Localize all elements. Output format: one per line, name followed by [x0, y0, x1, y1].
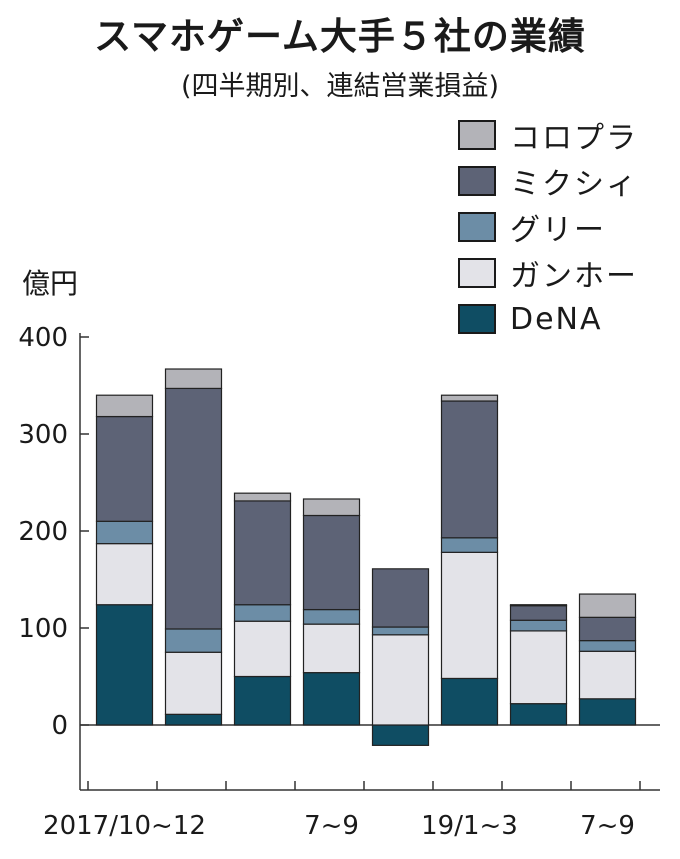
bar-segment-gungho	[371, 634, 430, 726]
legend-swatch-gungho	[458, 258, 496, 288]
bar-segment-colopl	[164, 368, 223, 390]
bar-segment-gungho	[509, 630, 568, 705]
bar-segment-gree	[233, 604, 292, 622]
bar-segment-colopl	[509, 604, 568, 607]
bar-segment-mixi	[509, 605, 568, 621]
bar-segment-gree	[164, 628, 223, 653]
x-tick-label: 19/1~3	[421, 811, 518, 841]
y-tick-label: 0	[51, 711, 68, 741]
bar-segment-gungho	[578, 650, 637, 700]
legend-item-mixi: ミクシィ	[458, 158, 638, 204]
legend-swatch-mixi	[458, 166, 496, 196]
legend-label-colopl: コロプラ	[510, 121, 638, 156]
legend-item-gungho: ガンホー	[458, 250, 638, 296]
bar-segment-mixi	[440, 400, 499, 539]
bar-segment-mixi	[371, 568, 430, 628]
bar-segment-colopl	[302, 498, 361, 517]
legend: コロプラ ミクシィ グリー ガンホー DeNA	[458, 112, 638, 342]
bar-segment-dena	[440, 677, 499, 726]
legend-label-mixi: ミクシィ	[510, 167, 638, 202]
legend-label-dena: DeNA	[510, 301, 603, 337]
bar-segment-gree	[371, 626, 430, 636]
y-tick-label: 100	[18, 614, 68, 644]
bar-segment-gree	[509, 619, 568, 632]
legend-item-dena: DeNA	[458, 296, 638, 342]
x-tick-label: 7~9	[304, 811, 359, 841]
bar-segment-mixi	[302, 514, 361, 611]
chart-title: スマホゲーム大手５社の業績	[94, 15, 586, 58]
legend-item-gree: グリー	[458, 204, 638, 250]
bar-segment-gungho	[233, 620, 292, 678]
bar-segment-gree	[302, 608, 361, 625]
x-tick-label: 7~9	[580, 811, 635, 841]
bar-segment-gungho	[164, 651, 223, 715]
bar-segment-mixi	[164, 387, 223, 630]
bar-segment-colopl	[233, 492, 292, 502]
bar-segment-dena	[371, 724, 430, 746]
y-axis-unit-label: 億円	[22, 267, 79, 300]
bar-segment-gungho	[302, 623, 361, 674]
bar-segment-colopl	[578, 593, 637, 618]
bar-segment-gungho	[95, 543, 154, 606]
bar-segment-dena	[233, 675, 292, 726]
bar-segment-gungho	[440, 551, 499, 680]
bar-segment-gree	[578, 640, 637, 652]
bar-segment-colopl	[440, 394, 499, 402]
y-tick-label: 200	[18, 517, 68, 547]
legend-swatch-dena	[458, 304, 496, 334]
chart-subtitle: (四半期別、連結営業損益)	[180, 71, 500, 102]
bar-segment-dena	[509, 703, 568, 726]
bar-segment-gree	[440, 537, 499, 553]
bar-segment-dena	[578, 698, 637, 726]
y-tick-label: 400	[18, 323, 68, 353]
legend-swatch-colopl	[458, 120, 496, 150]
bar-segment-mixi	[578, 616, 637, 642]
bar-segment-mixi	[95, 415, 154, 522]
bar-segment-colopl	[95, 394, 154, 418]
x-tick-label: 2017/10~12	[43, 811, 206, 841]
legend-label-gungho: ガンホー	[510, 259, 638, 294]
bar-segment-mixi	[233, 500, 292, 606]
legend-item-colopl: コロプラ	[458, 112, 638, 158]
bar-segment-gree	[95, 520, 154, 545]
bar-segment-dena	[95, 604, 154, 726]
bar-segment-dena	[302, 672, 361, 726]
y-tick-label: 300	[18, 420, 68, 450]
bar-segment-dena	[164, 713, 223, 726]
legend-swatch-gree	[458, 212, 496, 242]
legend-label-gree: グリー	[510, 213, 606, 248]
